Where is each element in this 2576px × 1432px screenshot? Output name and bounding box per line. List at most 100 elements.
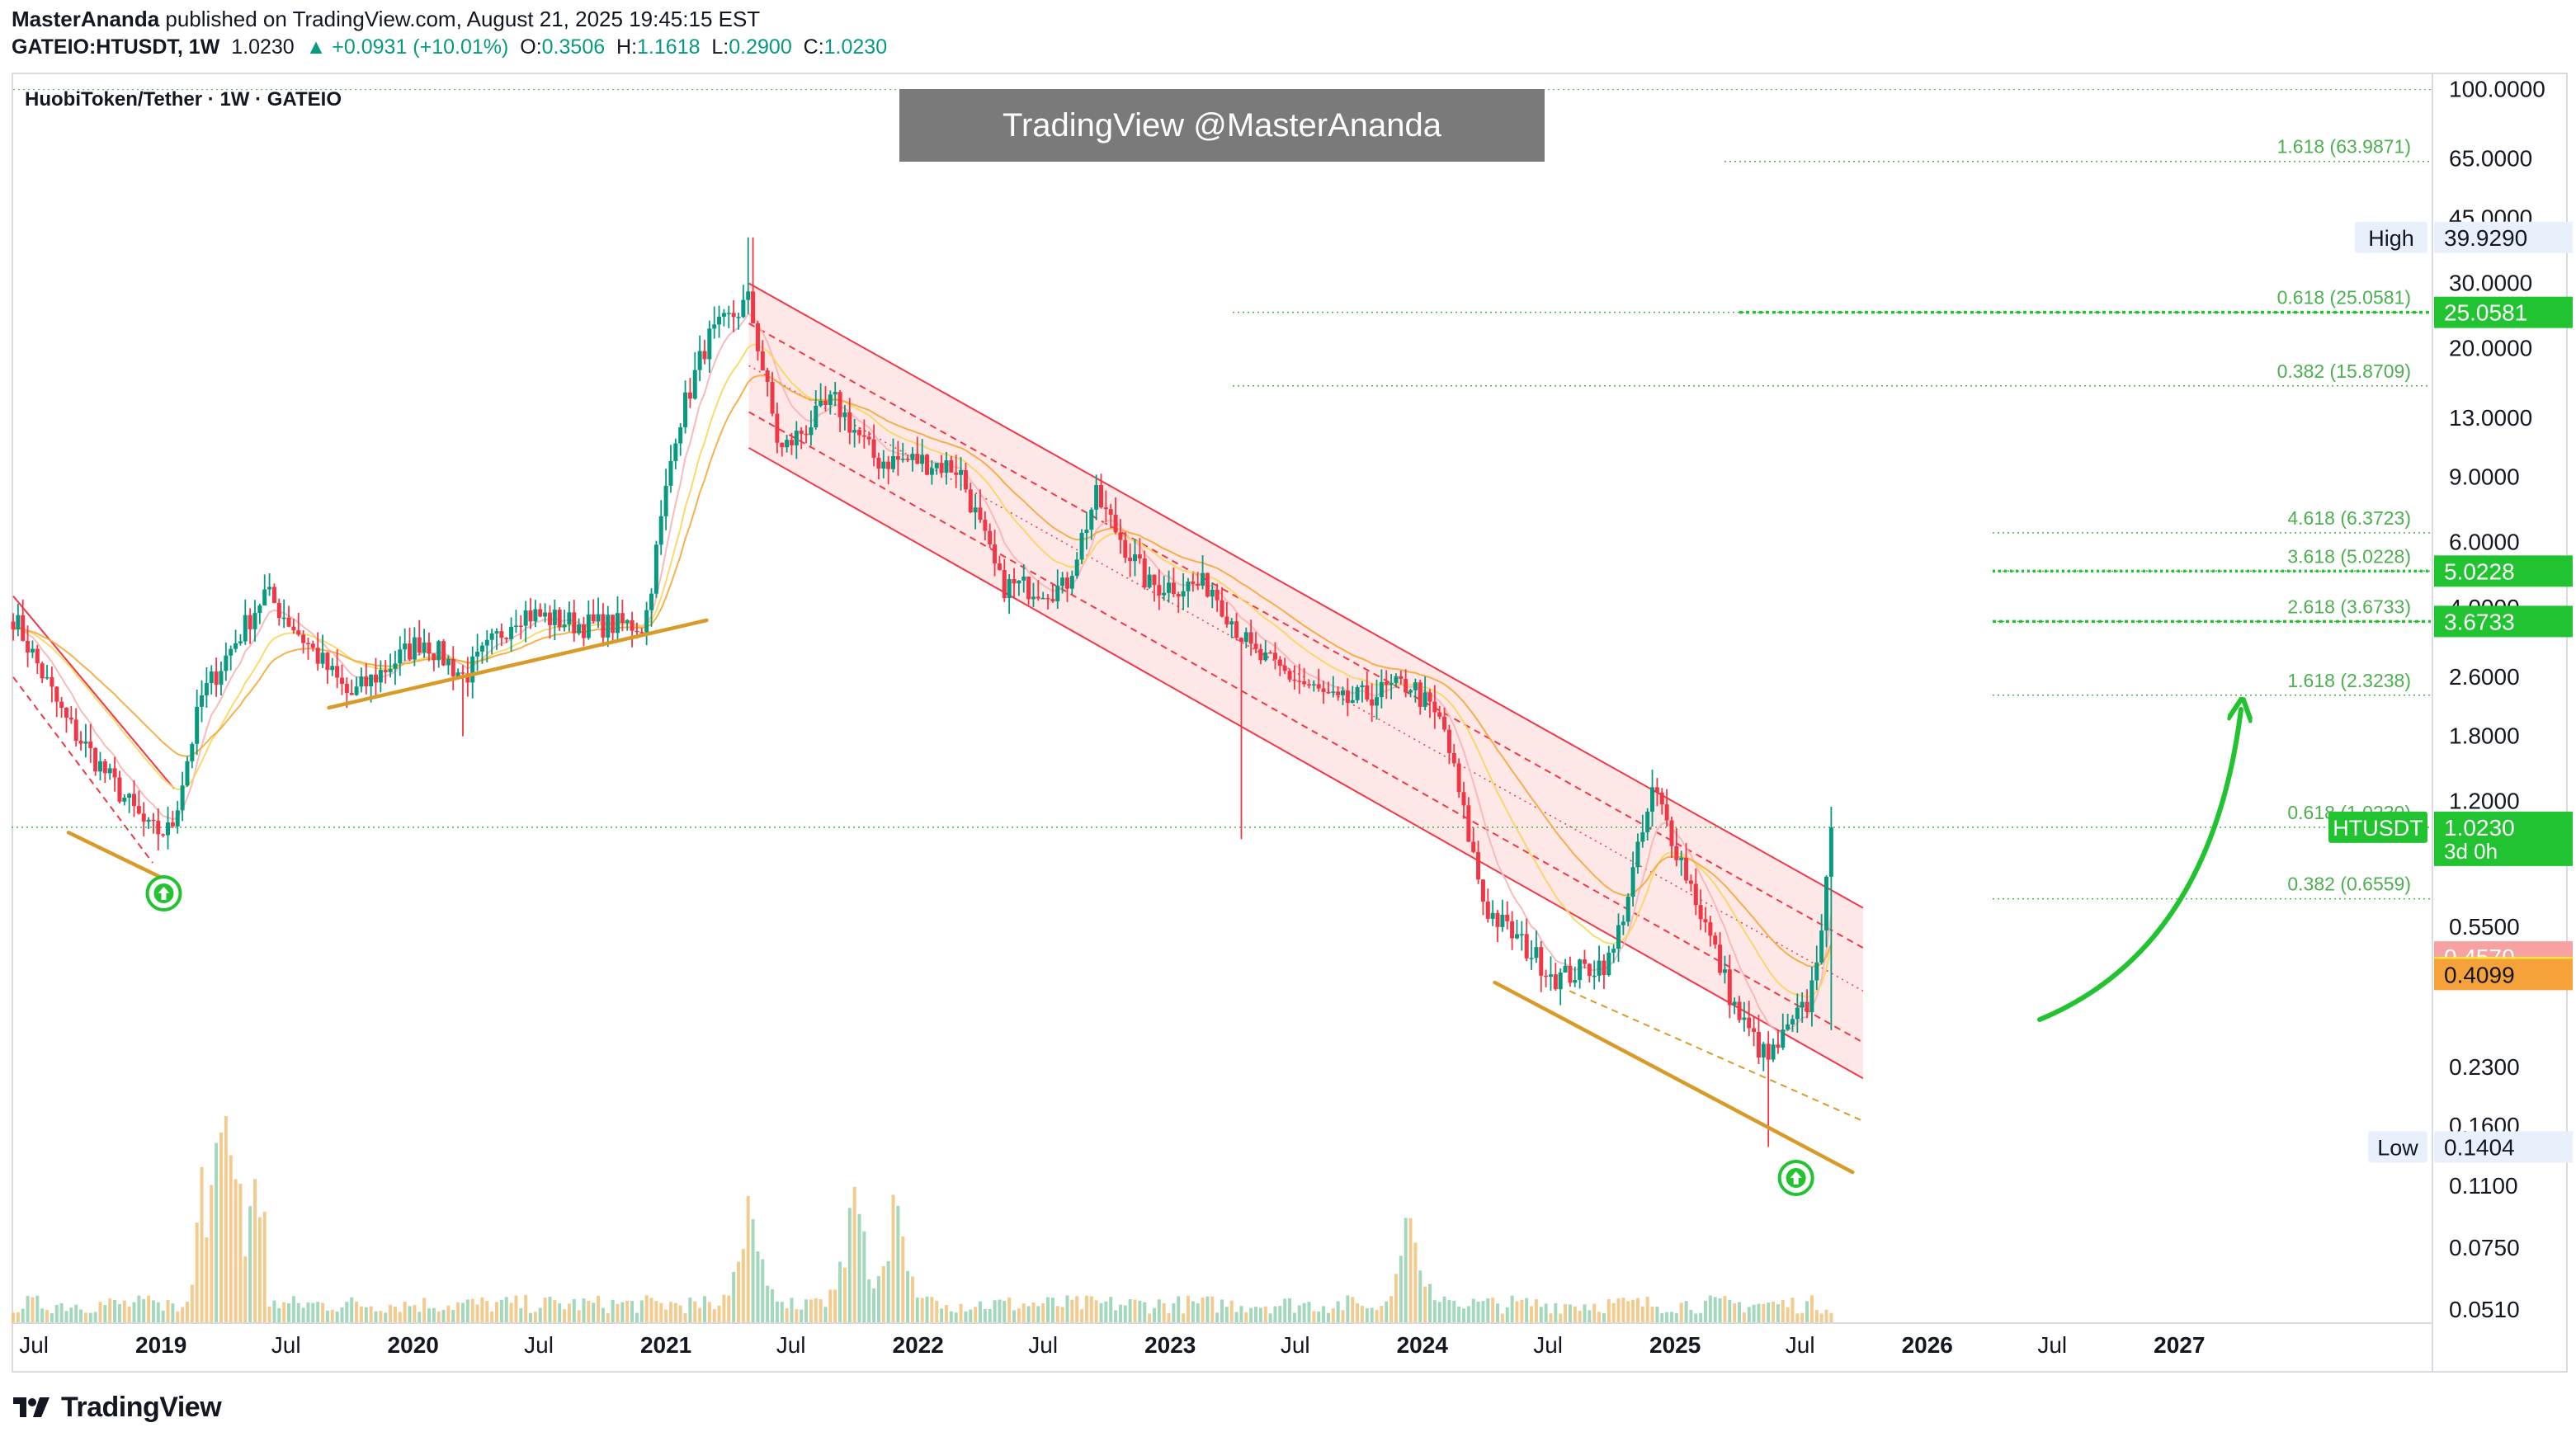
price-label-green[interactable]: 3.6733 xyxy=(2434,605,2573,638)
price-label-green[interactable]: 25.0581 xyxy=(2434,296,2573,328)
price-label-orange[interactable]: 0.4099 xyxy=(2434,959,2573,991)
volume-bar xyxy=(460,1302,465,1323)
candle-body xyxy=(736,317,741,318)
candle-body xyxy=(925,455,930,475)
channel-lower-line[interactable] xyxy=(748,447,1864,1080)
candle-body xyxy=(1611,949,1616,953)
volume-bar xyxy=(364,1307,368,1323)
volume-bar xyxy=(1559,1313,1563,1323)
support-trendline-2[interactable] xyxy=(327,618,709,710)
candle-body xyxy=(1742,1017,1747,1020)
volume-bar xyxy=(1505,1307,1509,1323)
candle-body xyxy=(1399,676,1404,680)
candle-body xyxy=(644,610,649,633)
price-label-box xyxy=(2434,959,2573,991)
candle-body xyxy=(195,706,200,744)
candle-body xyxy=(1698,905,1703,920)
volume-bar xyxy=(886,1260,890,1323)
volume-bar xyxy=(345,1302,349,1323)
volume-bar xyxy=(1689,1310,1693,1323)
volume-bar xyxy=(683,1313,687,1323)
volume-bar xyxy=(1254,1307,1258,1323)
candle-body xyxy=(959,470,964,475)
price-label-countdown: 3d 0h xyxy=(2444,839,2498,864)
candle-body xyxy=(1422,692,1427,707)
candle-body xyxy=(1229,621,1234,625)
volume-bar xyxy=(1655,1307,1659,1323)
author-name[interactable]: MasterAnanda xyxy=(12,7,160,31)
volume-bar xyxy=(436,1311,441,1323)
volume-bar xyxy=(1602,1313,1606,1323)
volume-bar xyxy=(1041,1303,1045,1323)
volume-bar xyxy=(113,1299,117,1323)
volume-bar xyxy=(195,1222,199,1323)
candle-body xyxy=(1461,792,1466,806)
volume-bar xyxy=(480,1297,484,1323)
volume-bar xyxy=(644,1295,649,1323)
price-label-extreme[interactable]: 39.9290 High xyxy=(2355,221,2573,253)
candle-body xyxy=(915,454,920,464)
candle-body xyxy=(721,313,726,317)
volume-bar xyxy=(1466,1306,1470,1323)
support-trendline-1[interactable] xyxy=(66,831,177,886)
volume-bar xyxy=(1148,1313,1152,1323)
candle-body xyxy=(1558,973,1563,990)
support-dashed-line[interactable] xyxy=(1569,990,1864,1122)
candle-body xyxy=(1679,857,1684,860)
candle-body xyxy=(596,614,601,622)
volume-bar xyxy=(287,1303,291,1323)
volume-bar xyxy=(857,1213,861,1323)
up-arrow-circle-icon[interactable] xyxy=(1777,1160,1814,1196)
volume-bar xyxy=(340,1307,344,1323)
chart-frame[interactable] xyxy=(12,73,2568,1373)
candle-body xyxy=(978,507,983,521)
candle-body xyxy=(325,652,330,671)
volume-bar xyxy=(819,1299,823,1323)
volume-bar xyxy=(1626,1301,1630,1323)
candle-body xyxy=(697,351,702,370)
publish-date: published on TradingView.com, August 21,… xyxy=(165,7,761,31)
candle-body xyxy=(658,516,663,545)
volume-bar xyxy=(964,1311,968,1323)
candle-body xyxy=(891,455,896,469)
volume-bar xyxy=(253,1179,257,1323)
candle-body xyxy=(770,381,775,414)
volume-bar xyxy=(330,1309,334,1323)
candle-body xyxy=(1625,897,1630,922)
candle-body xyxy=(1708,922,1713,936)
time-axis-tick: 2023 xyxy=(1144,1332,1196,1358)
candle-body xyxy=(1592,975,1597,977)
price-label-green[interactable]: 5.0228 xyxy=(2434,555,2573,587)
candle-body xyxy=(1263,652,1268,661)
volume-bar xyxy=(1597,1312,1602,1323)
candle-body xyxy=(1800,1001,1805,1008)
candle-body xyxy=(408,643,413,660)
candle-body xyxy=(1703,919,1708,923)
volume-bar xyxy=(1297,1305,1301,1323)
support-trendline-3[interactable] xyxy=(1493,980,1855,1175)
candle-body xyxy=(1790,1019,1795,1025)
volume-bar xyxy=(1123,1305,1127,1323)
channel-upper-line[interactable] xyxy=(748,282,1864,909)
candle-body xyxy=(785,440,790,448)
volume-bar xyxy=(296,1302,300,1323)
candle-body xyxy=(185,761,190,786)
volume-bar xyxy=(1244,1312,1248,1323)
candle-body xyxy=(1152,574,1157,586)
candle-body xyxy=(117,777,122,802)
tradingview-footer[interactable]: TradingView xyxy=(12,1387,222,1427)
price-label-value: 1.0230 xyxy=(2444,815,2515,841)
bullish-arrow[interactable] xyxy=(2037,709,2241,1022)
up-arrow-circle-icon[interactable] xyxy=(145,875,182,911)
volume-bar xyxy=(1234,1312,1238,1323)
candle-body xyxy=(1776,1044,1781,1048)
candle-body xyxy=(122,797,127,802)
low-label: L: xyxy=(711,35,729,59)
candle-body xyxy=(1563,965,1568,973)
candle-body xyxy=(1123,539,1128,558)
price-label-extreme[interactable]: 0.1404 Low xyxy=(2368,1131,2573,1163)
candle-body xyxy=(895,455,900,460)
price-label-tag xyxy=(2328,811,2427,843)
